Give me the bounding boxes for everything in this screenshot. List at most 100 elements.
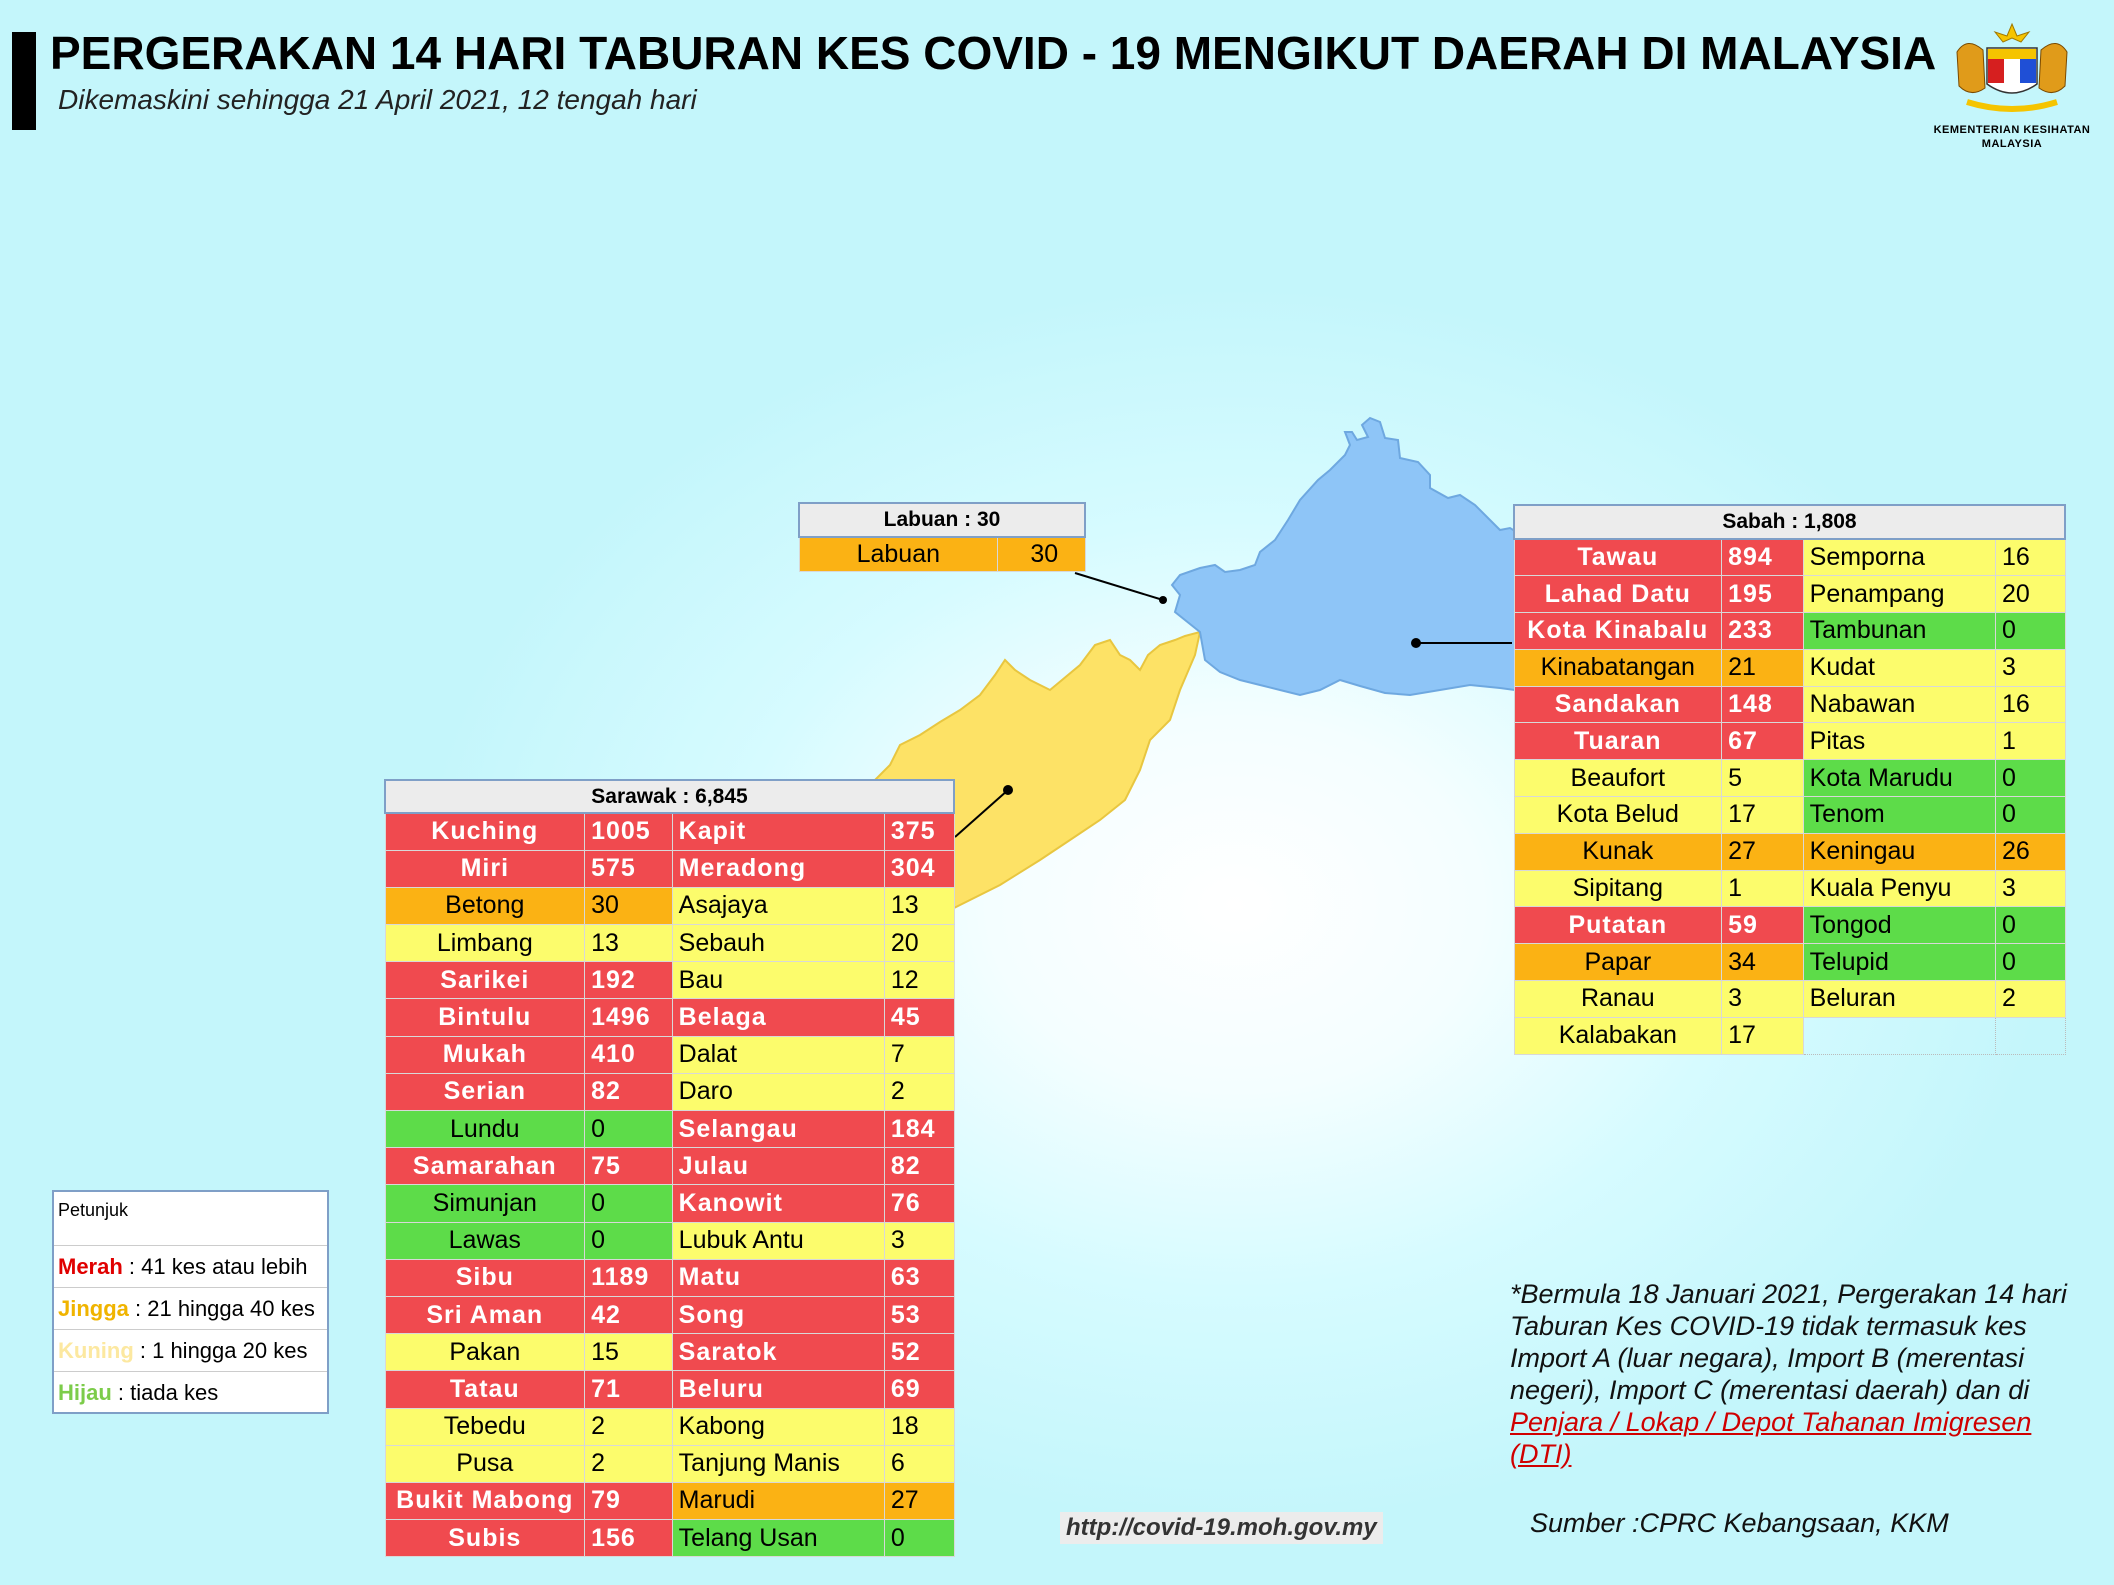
table-row: Ranau 3 Beluran 2	[1513, 980, 2066, 1018]
district-name-penampang: Penampang	[1802, 575, 1997, 614]
district-cases-beluru: 69	[883, 1370, 955, 1409]
legend-item-merah: Merah : 41 kes atau lebih	[54, 1246, 327, 1288]
district-cases-beaufort: 5	[1721, 759, 1804, 798]
district-cases-sipitang: 1	[1721, 869, 1804, 908]
table-row: Bukit Mabong 79 Marudi 27	[384, 1481, 955, 1521]
district-cases-julau: 82	[883, 1147, 955, 1186]
district-cases-sri-aman: 42	[584, 1295, 673, 1335]
district-name-kunak: Kunak	[1513, 832, 1723, 871]
district-name-semporna: Semporna	[1802, 538, 1997, 577]
district-cases-telupid: 0	[1995, 943, 2066, 982]
district-cases-sandakan: 148	[1721, 685, 1804, 724]
source-url[interactable]: http://covid-19.moh.gov.my	[1060, 1512, 1383, 1544]
table-row: Tuaran 67 Pitas 1	[1513, 722, 2066, 761]
table-row: Serian 82 Daro 2	[384, 1072, 955, 1112]
district-name-kota-marudu: Kota Marudu	[1802, 759, 1997, 798]
table-row: Tawau 894 Semporna 16	[1513, 538, 2066, 577]
district-name-serian: Serian	[384, 1072, 586, 1112]
district-name-nabawan: Nabawan	[1802, 685, 1997, 724]
sarawak-marker	[1003, 785, 1013, 795]
district-cases-tebedu: 2	[584, 1407, 673, 1446]
district-cases-selangau: 184	[883, 1109, 955, 1149]
title-accent-bar	[12, 32, 36, 130]
district-name-beaufort: Beaufort	[1513, 759, 1723, 798]
table-row: Putatan 59 Tongod 0	[1513, 906, 2066, 945]
district-cases-pakan: 15	[584, 1333, 673, 1372]
district-cases-kuala-penyu: 3	[1995, 869, 2066, 908]
district-name-marudi: Marudi	[671, 1481, 885, 1521]
district-cases-sarikei: 192	[584, 961, 673, 1000]
district-cases-bukit-mabong: 79	[584, 1481, 673, 1521]
district-name-lahad-datu: Lahad Datu	[1513, 575, 1723, 614]
district-name-bukit-mabong: Bukit Mabong	[384, 1481, 586, 1521]
district-cases-kota-belud: 17	[1721, 796, 1804, 834]
table-row: Lahad Datu 195 Penampang 20	[1513, 575, 2066, 614]
empty-cell	[1802, 1016, 1997, 1055]
district-name-sri-aman: Sri Aman	[384, 1295, 586, 1335]
district-cases-sebauh: 20	[883, 924, 955, 963]
district-cases-papar: 34	[1721, 943, 1804, 982]
district-name-dalat: Dalat	[671, 1035, 885, 1074]
district-name-putatan: Putatan	[1513, 906, 1723, 945]
district-name-limbang: Limbang	[384, 924, 586, 963]
sarawak-table-title: Sarawak : 6,845	[384, 779, 955, 814]
district-cases-semporna: 16	[1995, 538, 2066, 577]
district-name-tatau: Tatau	[384, 1370, 586, 1409]
district-cases-kinabatangan: 21	[1721, 648, 1804, 687]
district-cases-lubuk-antu: 3	[883, 1221, 955, 1260]
page-title: PERGERAKAN 14 HARI TABURAN KES COVID - 1…	[50, 27, 1937, 79]
table-row: Labuan 30	[798, 536, 1086, 572]
district-name-saratok: Saratok	[671, 1333, 885, 1372]
footnote-link[interactable]: Penjara / Lokap / Depot Tahanan Imigrese…	[1510, 1407, 2032, 1469]
district-name-tenom: Tenom	[1802, 796, 1997, 834]
district-name-miri: Miri	[384, 849, 586, 888]
district-name-sipitang: Sipitang	[1513, 869, 1723, 908]
district-name-sebauh: Sebauh	[671, 924, 885, 963]
district-name-sarikei: Sarikei	[384, 961, 586, 1000]
district-cases-kota-kinabalu: 233	[1721, 612, 1804, 650]
district-name-telupid: Telupid	[1802, 943, 1997, 982]
district-name-labuan: Labuan	[798, 536, 999, 572]
district-name-pitas: Pitas	[1802, 722, 1997, 761]
table-row: Limbang 13 Sebauh 20	[384, 924, 955, 963]
labuan-marker	[1159, 596, 1167, 604]
table-row: Lawas 0 Lubuk Antu 3	[384, 1221, 955, 1260]
district-name-tanjung-manis: Tanjung Manis	[671, 1444, 885, 1483]
district-name-kuching: Kuching	[384, 812, 586, 851]
district-name-kuala-penyu: Kuala Penyu	[1802, 869, 1997, 908]
table-row: Sri Aman 42 Song 53	[384, 1295, 955, 1335]
ministry-name: KEMENTERIAN KESIHATAN	[1933, 124, 2091, 136]
ministry-logo: KEMENTERIAN KESIHATAN MALAYSIA	[1912, 22, 2112, 152]
district-name-tawau: Tawau	[1513, 538, 1723, 577]
legend-text: : 41 kes atau lebih	[122, 1254, 308, 1279]
district-cases-kuching: 1005	[584, 812, 673, 851]
table-row: Kota Belud 17 Tenom 0	[1513, 796, 2066, 834]
legend-item-jingga: Jingga : 21 hingga 40 kes	[54, 1288, 327, 1330]
district-name-keningau: Keningau	[1802, 832, 1997, 871]
district-cases-serian: 82	[584, 1072, 673, 1112]
district-name-kota-belud: Kota Belud	[1513, 796, 1723, 834]
table-row: Sarikei 192 Bau 12	[384, 961, 955, 1000]
district-name-bau: Bau	[671, 961, 885, 1000]
table-row: Pakan 15 Saratok 52	[384, 1333, 955, 1372]
district-cases-miri: 575	[584, 849, 673, 888]
ministry-country: MALAYSIA	[1981, 138, 2043, 150]
district-cases-samarahan: 75	[584, 1147, 673, 1186]
district-cases-saratok: 52	[883, 1333, 955, 1372]
district-name-samarahan: Samarahan	[384, 1147, 586, 1186]
district-cases-subis: 156	[584, 1519, 673, 1558]
district-cases-penampang: 20	[1995, 575, 2066, 614]
district-cases-pitas: 1	[1995, 722, 2066, 761]
table-row: Betong 30 Asajaya 13	[384, 886, 955, 926]
district-name-beluru: Beluru	[671, 1370, 885, 1409]
legend-item-hijau: Hijau : tiada kes	[54, 1372, 327, 1413]
table-row: Tebedu 2 Kabong 18	[384, 1407, 955, 1446]
district-cases-limbang: 13	[584, 924, 673, 963]
district-name-song: Song	[671, 1295, 885, 1335]
district-cases-lahad-datu: 195	[1721, 575, 1804, 614]
district-name-simunjan: Simunjan	[384, 1184, 586, 1223]
district-cases-nabawan: 16	[1995, 685, 2066, 724]
district-cases-tuaran: 67	[1721, 722, 1804, 761]
district-cases-kunak: 27	[1721, 832, 1804, 871]
district-cases-kalabakan: 17	[1721, 1016, 1804, 1055]
